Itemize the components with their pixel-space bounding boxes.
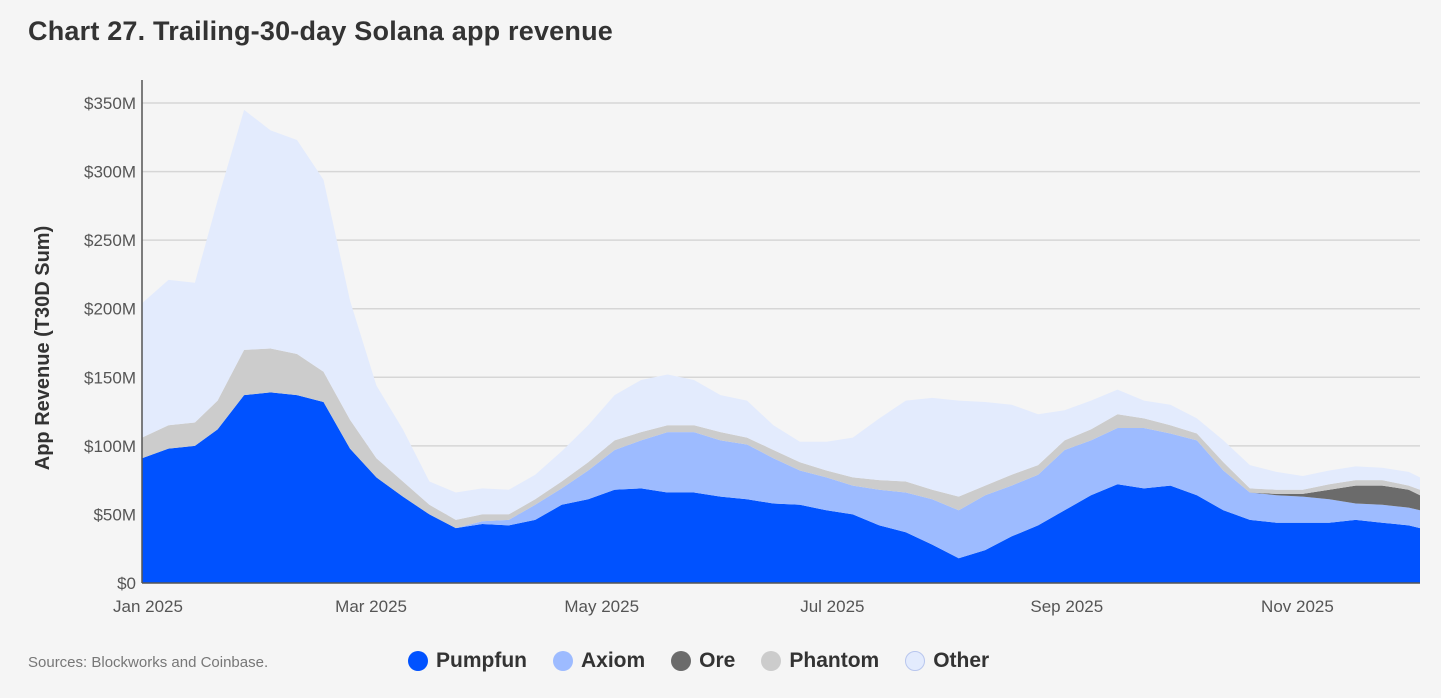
legend-item-axiom[interactable]: Axiom bbox=[552, 649, 646, 673]
stacked-areas bbox=[142, 109, 1420, 583]
x-tick-labels: Jan 2025 Mar 2025 May 2025 Jul 2025 Sep 2025… bbox=[113, 597, 1334, 616]
x-tick-label: Nov 2025 bbox=[1261, 597, 1334, 616]
legend-label: Axiom bbox=[580, 649, 646, 672]
axes bbox=[141, 80, 1420, 584]
legend-label: Pumpfun bbox=[436, 649, 527, 672]
legend-item-pumpfun[interactable]: Pumpfun bbox=[408, 649, 527, 673]
area-pumpfun bbox=[142, 392, 1420, 583]
legend-swatch bbox=[905, 651, 926, 671]
y-tick-label: $50M bbox=[93, 505, 136, 524]
x-tick-label: Jan 2025 bbox=[113, 597, 183, 616]
x-tick-label: Sep 2025 bbox=[1030, 597, 1103, 616]
legend-item-ore[interactable]: Ore bbox=[671, 649, 735, 673]
legend: Pumpfun Axiom Ore Phantom Other bbox=[408, 649, 1015, 673]
legend-swatch bbox=[408, 651, 428, 671]
legend-label: Other bbox=[933, 649, 990, 672]
legend-label: Phantom bbox=[789, 649, 880, 672]
legend-item-phantom[interactable]: Phantom bbox=[761, 649, 879, 673]
y-tick-label: $300M bbox=[84, 163, 136, 182]
area-other bbox=[142, 109, 1420, 520]
area-phantom bbox=[142, 348, 1420, 529]
y-axis-title: App Revenue (T30D Sum) bbox=[32, 226, 54, 470]
y-tick-label: $250M bbox=[84, 231, 136, 250]
legend-label: Ore bbox=[699, 649, 736, 672]
y-tick-label: $0 bbox=[117, 574, 136, 593]
y-tick-label: $100M bbox=[84, 437, 136, 456]
source-note: Sources: Blockworks and Coinbase. bbox=[28, 654, 269, 671]
chart-title: Chart 27. Trailing-30-day Solana app rev… bbox=[28, 16, 613, 46]
legend-swatch bbox=[671, 651, 692, 671]
y-tick-label: $350M bbox=[84, 94, 136, 113]
legend-swatch bbox=[552, 651, 573, 671]
area-axiom bbox=[142, 392, 1420, 559]
x-tick-label: Mar 2025 bbox=[335, 597, 407, 616]
legend-item-other[interactable]: Other bbox=[905, 649, 989, 673]
legend-swatch bbox=[761, 651, 782, 671]
y-tick-label: $150M bbox=[84, 368, 136, 387]
x-tick-label: May 2025 bbox=[564, 597, 639, 616]
x-tick-label: Jul 2025 bbox=[800, 597, 864, 616]
y-tick-labels: $0 $50M $100M $150M $200M $250M $300M $350M bbox=[84, 94, 136, 593]
y-tick-label: $200M bbox=[84, 300, 136, 319]
